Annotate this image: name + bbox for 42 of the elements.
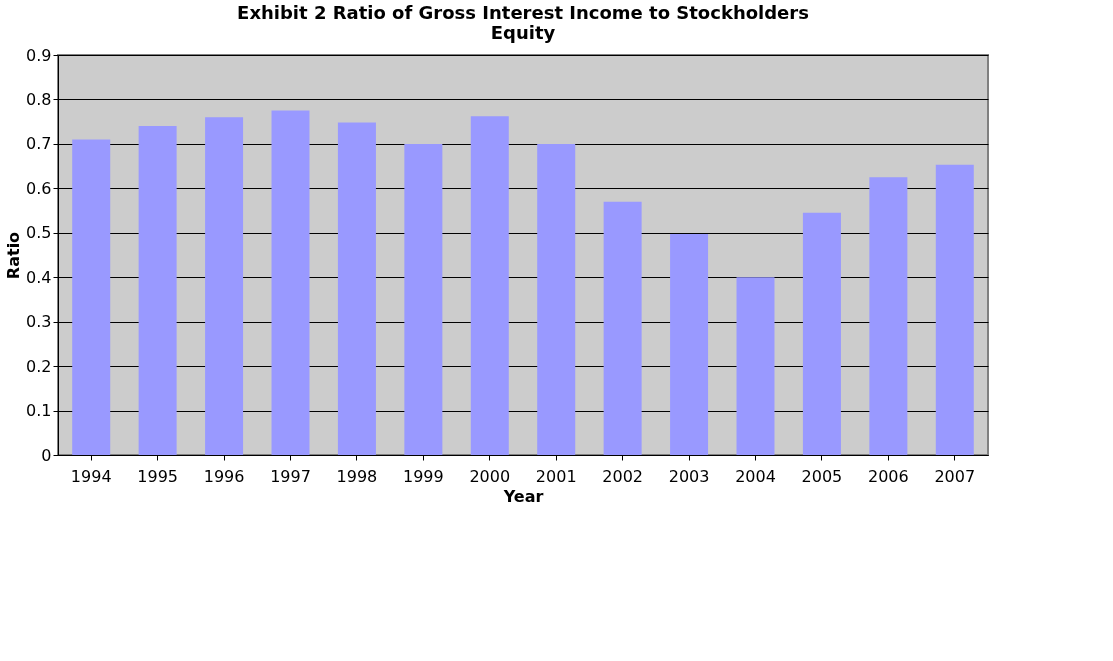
x-tick-label: 1995	[137, 466, 178, 486]
bar	[205, 117, 244, 455]
x-tick-label: 1996	[203, 466, 245, 486]
x-tick-label: 2002	[602, 466, 643, 486]
bar	[72, 139, 111, 455]
x-tick-label: 2005	[801, 466, 843, 486]
bar	[271, 110, 310, 455]
y-axis-title: Ratio	[4, 231, 24, 280]
bar	[736, 277, 775, 455]
bar	[670, 234, 709, 455]
y-tick-label: 0.3	[26, 312, 52, 332]
bar	[337, 122, 376, 455]
y-tick-label: 0.7	[26, 134, 52, 154]
y-tick-label: 0.2	[26, 356, 52, 376]
bar	[470, 116, 509, 455]
bar	[869, 177, 908, 455]
x-tick-label: 1999	[403, 466, 444, 486]
bar	[603, 201, 642, 455]
x-axis-title: Year	[502, 486, 544, 506]
x-tick-label: 2003	[668, 466, 710, 486]
text: Equity	[490, 22, 556, 43]
x-tick-label: 1994	[70, 466, 112, 486]
bar	[404, 143, 443, 455]
bar	[802, 212, 841, 455]
x-tick-label: 2006	[868, 466, 909, 486]
x-tick-label: 2001	[535, 466, 577, 486]
y-tick-label: 0.6	[26, 178, 52, 198]
y-tick-label: 0.1	[26, 401, 52, 421]
text: Exhibit 2 Ratio of Gross Interest Income to Stockholders	[237, 2, 809, 23]
x-tick-label: 1998	[336, 466, 378, 486]
bar	[935, 164, 974, 455]
bar	[138, 126, 177, 455]
x-tick-label: 2007	[934, 466, 976, 486]
x-tick-label: 1997	[270, 466, 311, 486]
bar	[537, 143, 576, 455]
y-tick-label: 0	[41, 445, 52, 465]
y-tick-label: 0.4	[26, 267, 52, 287]
y-tick-label: 0.5	[26, 223, 52, 243]
y-tick-label: 0.8	[26, 89, 52, 109]
x-tick-label: 2004	[735, 466, 776, 486]
y-tick-label: 0.9	[26, 45, 52, 65]
x-tick-label: 2000	[469, 466, 511, 486]
